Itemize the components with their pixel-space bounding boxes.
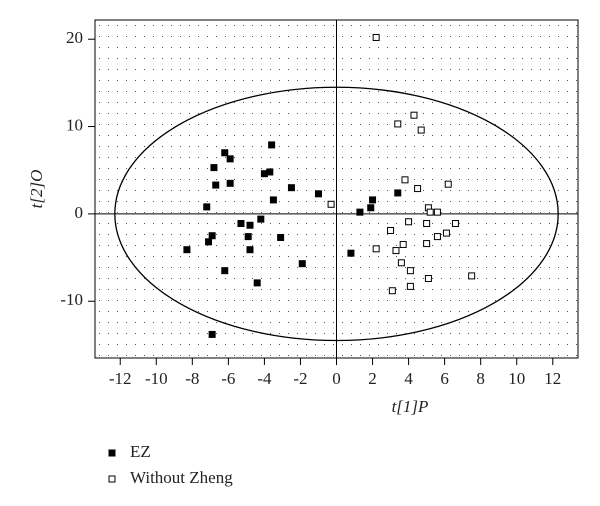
y-axis-label: t[2]O bbox=[27, 170, 46, 209]
point bbox=[397, 259, 405, 267]
y-tick-label: 10 bbox=[66, 115, 83, 134]
point bbox=[260, 170, 268, 178]
x-tick-label: -6 bbox=[221, 369, 235, 388]
point bbox=[444, 180, 452, 188]
point bbox=[298, 260, 306, 268]
point bbox=[237, 219, 245, 227]
point bbox=[468, 272, 476, 280]
x-tick-label: 10 bbox=[508, 369, 525, 388]
legend-marker bbox=[108, 449, 116, 457]
point bbox=[388, 287, 396, 295]
confidence-ellipse bbox=[114, 86, 559, 342]
point bbox=[208, 330, 216, 338]
point bbox=[372, 33, 380, 41]
point bbox=[433, 233, 441, 241]
point bbox=[405, 218, 413, 226]
point bbox=[257, 215, 265, 223]
point bbox=[426, 208, 434, 216]
point bbox=[212, 181, 220, 189]
point bbox=[424, 275, 432, 283]
point bbox=[356, 208, 364, 216]
point bbox=[372, 245, 380, 253]
point bbox=[399, 240, 407, 248]
point bbox=[423, 219, 431, 227]
x-tick-label: -8 bbox=[185, 369, 199, 388]
x-tick-label: -12 bbox=[109, 369, 132, 388]
point bbox=[314, 190, 322, 198]
point bbox=[221, 267, 229, 275]
point bbox=[226, 155, 234, 163]
legend-label: Without Zheng bbox=[130, 468, 233, 487]
legend-marker bbox=[108, 475, 116, 483]
point bbox=[406, 282, 414, 290]
point bbox=[423, 240, 431, 248]
point bbox=[394, 189, 402, 197]
point bbox=[221, 149, 229, 157]
point bbox=[392, 247, 400, 255]
x-tick-label: 0 bbox=[332, 369, 341, 388]
x-tick-label: -4 bbox=[257, 369, 272, 388]
point bbox=[367, 204, 375, 212]
point bbox=[208, 232, 216, 240]
point bbox=[410, 111, 418, 119]
point bbox=[268, 141, 276, 149]
point bbox=[347, 249, 355, 257]
y-tick-label: -10 bbox=[60, 290, 83, 309]
x-tick-label: -10 bbox=[145, 369, 168, 388]
point bbox=[401, 176, 409, 184]
point bbox=[433, 208, 441, 216]
y-tick-label: 0 bbox=[75, 203, 84, 222]
legend-label: EZ bbox=[130, 442, 151, 461]
point bbox=[183, 246, 191, 254]
point bbox=[406, 267, 414, 275]
x-tick-label: 2 bbox=[368, 369, 377, 388]
point bbox=[210, 164, 218, 172]
point bbox=[269, 196, 277, 204]
point bbox=[203, 203, 211, 211]
point bbox=[246, 246, 254, 254]
x-axis-label: t[1]P bbox=[392, 397, 429, 416]
point bbox=[451, 219, 459, 227]
x-tick-label: 4 bbox=[404, 369, 413, 388]
point bbox=[287, 184, 295, 192]
x-tick-label: 6 bbox=[440, 369, 449, 388]
point bbox=[327, 200, 335, 208]
y-tick-label: 20 bbox=[66, 28, 83, 47]
x-tick-label: 8 bbox=[476, 369, 485, 388]
point bbox=[394, 120, 402, 128]
point bbox=[369, 196, 377, 204]
x-tick-label: 12 bbox=[544, 369, 561, 388]
point bbox=[246, 221, 254, 229]
point bbox=[277, 233, 285, 241]
point bbox=[205, 238, 213, 246]
point bbox=[442, 229, 450, 237]
point bbox=[387, 226, 395, 234]
x-tick-label: -2 bbox=[293, 369, 307, 388]
point bbox=[253, 279, 261, 287]
point bbox=[417, 126, 425, 134]
point bbox=[226, 179, 234, 187]
point bbox=[244, 233, 252, 241]
point bbox=[414, 185, 422, 193]
